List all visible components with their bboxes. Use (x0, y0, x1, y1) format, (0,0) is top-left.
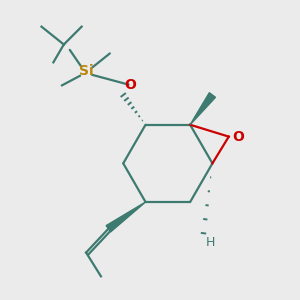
Text: O: O (125, 78, 136, 92)
Text: H: H (206, 236, 215, 249)
Polygon shape (190, 93, 215, 125)
Text: O: O (232, 130, 244, 144)
Polygon shape (106, 202, 146, 232)
Text: Si: Si (79, 64, 93, 78)
